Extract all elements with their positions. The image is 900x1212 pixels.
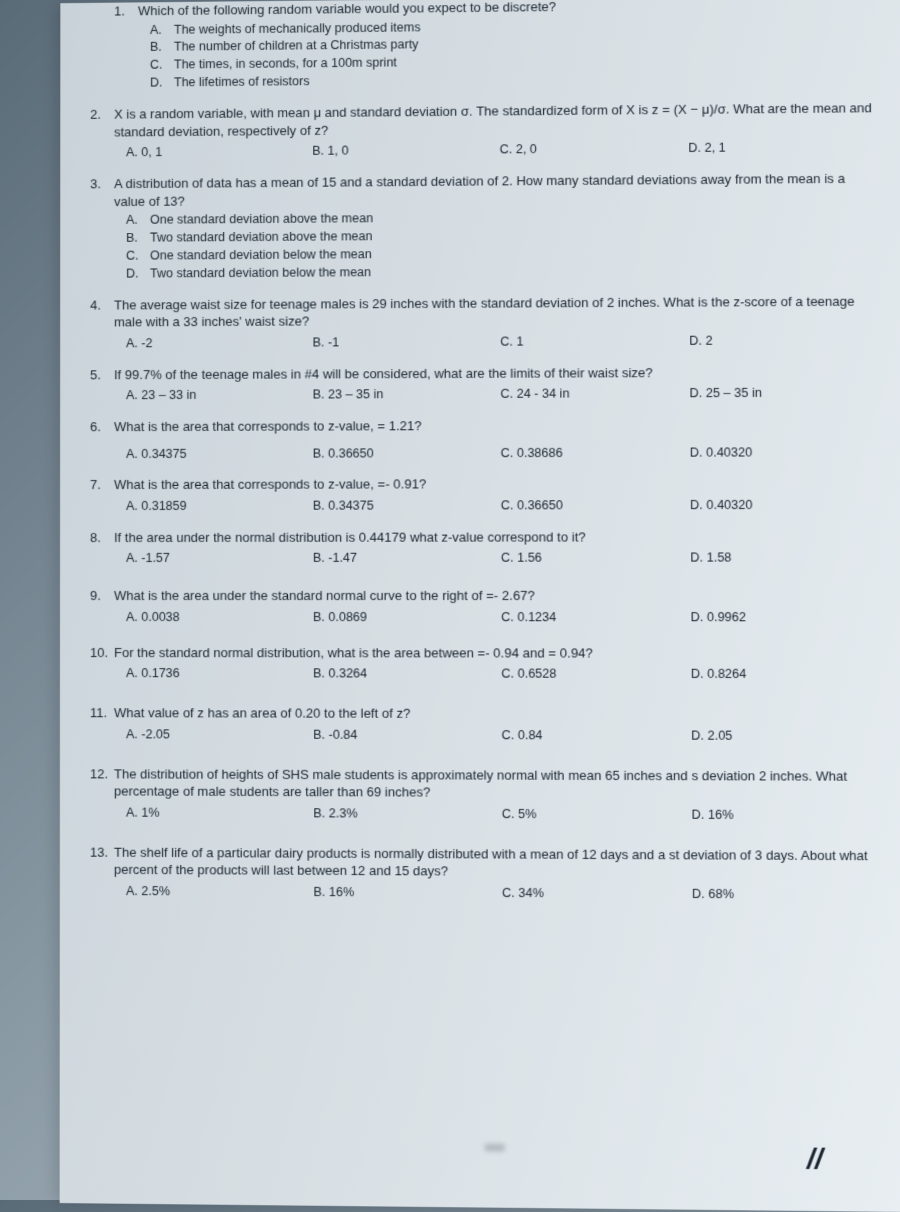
exam-paper: 1. Which of the following random variabl… <box>60 0 900 1212</box>
q4-opt-b: B. -1 <box>313 333 501 351</box>
question-6: 6. What is the area that corresponds to … <box>90 416 880 463</box>
question-7: 7. What is the area that corresponds to … <box>90 475 881 515</box>
q2-opt-d: D. 2, 1 <box>688 139 878 157</box>
q5-opt-c: C. 24 - 34 in <box>500 385 689 403</box>
q4-opt-d: D. 2 <box>689 332 879 350</box>
q7-opt-c: C. 0.36650 <box>501 497 690 514</box>
q6-opt-c: C. 0.38686 <box>501 444 690 461</box>
q9-opt-c: C. 0.1234 <box>501 609 690 626</box>
q2-opt-c: C. 2, 0 <box>500 140 689 158</box>
q2-opt-b: B. 1, 0 <box>312 142 499 160</box>
q13-opt-d: D. 68% <box>692 885 883 903</box>
q9-opt-a: A. 0.0038 <box>126 609 313 626</box>
question-8: 8. If the area under the normal distribu… <box>90 528 881 567</box>
q13-opt-a: A. 2.5% <box>126 883 313 901</box>
question-5: 5. If 99.7% of the teenage males in #4 w… <box>90 363 880 405</box>
q13-opt-c: C. 34% <box>502 884 692 902</box>
q3-text: A distribution of data has a mean of 15 … <box>114 170 878 211</box>
q6-opt-d: D. 0.40320 <box>690 444 880 462</box>
q8-opt-b: B. -1.47 <box>313 550 501 567</box>
q10-text: For the standard normal distribution, wh… <box>114 644 882 662</box>
question-12: 12. The distribution of heights of SHS m… <box>90 765 883 824</box>
q4-opt-c: C. 1 <box>500 332 689 350</box>
q4-opt-a: A. -2 <box>126 334 313 352</box>
q6-opt-b: B. 0.36650 <box>313 445 501 462</box>
q6-opt-a: A. 0.34375 <box>126 445 313 462</box>
q12-opt-c: C. 5% <box>502 806 692 824</box>
q5-opt-b: B. 23 – 35 in <box>313 386 501 404</box>
q1-num: 1. <box>114 2 138 20</box>
question-1: 1. Which of the following random variabl… <box>114 0 878 92</box>
q12-opt-b: B. 2.3% <box>313 805 502 823</box>
question-9: 9. What is the area under the standard n… <box>90 587 881 626</box>
q11-opt-d: D. 2.05 <box>691 727 882 745</box>
q9-opt-d: D. 0.9962 <box>691 609 882 626</box>
q2-opt-a: A. 0, 1 <box>126 143 312 161</box>
q9-text: What is the area under the standard norm… <box>114 587 881 605</box>
q10-opt-a: A. 0.1736 <box>126 665 313 682</box>
question-13: 13. The shelf life of a particular dairy… <box>90 843 883 903</box>
q10-num: 10. <box>90 644 114 662</box>
q5-num: 5. <box>90 366 114 384</box>
q12-num: 12. <box>90 765 114 800</box>
q11-opt-c: C. 0.84 <box>502 727 692 745</box>
q12-opt-d: D. 16% <box>691 806 882 824</box>
q7-opt-b: B. 0.34375 <box>313 497 501 514</box>
q10-opt-d: D. 0.8264 <box>691 666 882 683</box>
q3-opt-d: D.Two standard deviation below the mean <box>126 261 879 282</box>
question-2: 2. X is a random variable, with mean μ a… <box>90 99 878 161</box>
q11-opt-a: A. -2.05 <box>126 726 313 743</box>
q10-opt-c: C. 0.6528 <box>501 666 691 683</box>
q13-num: 13. <box>90 843 114 878</box>
q13-opt-b: B. 16% <box>313 883 502 901</box>
q12-text: The distribution of heights of SHS male … <box>114 765 882 803</box>
q4-num: 4. <box>90 296 114 331</box>
q11-num: 11. <box>90 704 114 722</box>
q4-text: The average waist size for teenage males… <box>114 292 879 331</box>
q8-opt-d: D. 1.58 <box>690 550 881 567</box>
q5-opt-a: A. 23 – 33 in <box>126 387 313 405</box>
q7-num: 7. <box>90 476 114 494</box>
q13-text: The shelf life of a particular dairy pro… <box>114 843 883 882</box>
q8-num: 8. <box>90 529 114 547</box>
q11-text: What value of z has an area of 0.20 to t… <box>114 704 882 723</box>
q5-opt-d: D. 25 – 35 in <box>689 385 879 403</box>
question-3: 3. A distribution of data has a mean of … <box>90 170 879 283</box>
q9-opt-b: B. 0.0869 <box>313 609 501 626</box>
q7-text: What is the area that corresponds to z-v… <box>114 475 880 494</box>
smudge-mark <box>485 1143 505 1151</box>
q10-opt-b: B. 0.3264 <box>313 666 501 683</box>
q9-num: 9. <box>90 587 114 605</box>
question-4: 4. The average waist size for teenage ma… <box>90 292 879 352</box>
tick-mark: // <box>807 1142 823 1175</box>
q12-opt-a: A. 1% <box>126 804 313 822</box>
question-10: 10. For the standard normal distribution… <box>90 644 882 684</box>
q8-opt-a: A. -1.57 <box>126 550 313 567</box>
q7-opt-d: D. 0.40320 <box>690 497 881 514</box>
q8-text: If the area under the normal distributio… <box>114 528 881 546</box>
question-11: 11. What value of z has an area of 0.20 … <box>90 704 882 744</box>
q6-num: 6. <box>90 418 114 436</box>
q7-opt-a: A. 0.31859 <box>126 498 313 515</box>
q5-text: If 99.7% of the teenage males in #4 will… <box>114 363 880 384</box>
q6-text: What is the area that corresponds to z-v… <box>114 416 880 436</box>
q8-opt-c: C. 1.56 <box>501 550 690 567</box>
q11-opt-b: B. -0.84 <box>313 726 501 743</box>
q3-num: 3. <box>90 175 114 210</box>
q2-text: X is a random variable, with mean μ and … <box>114 99 878 140</box>
q2-num: 2. <box>90 106 114 141</box>
